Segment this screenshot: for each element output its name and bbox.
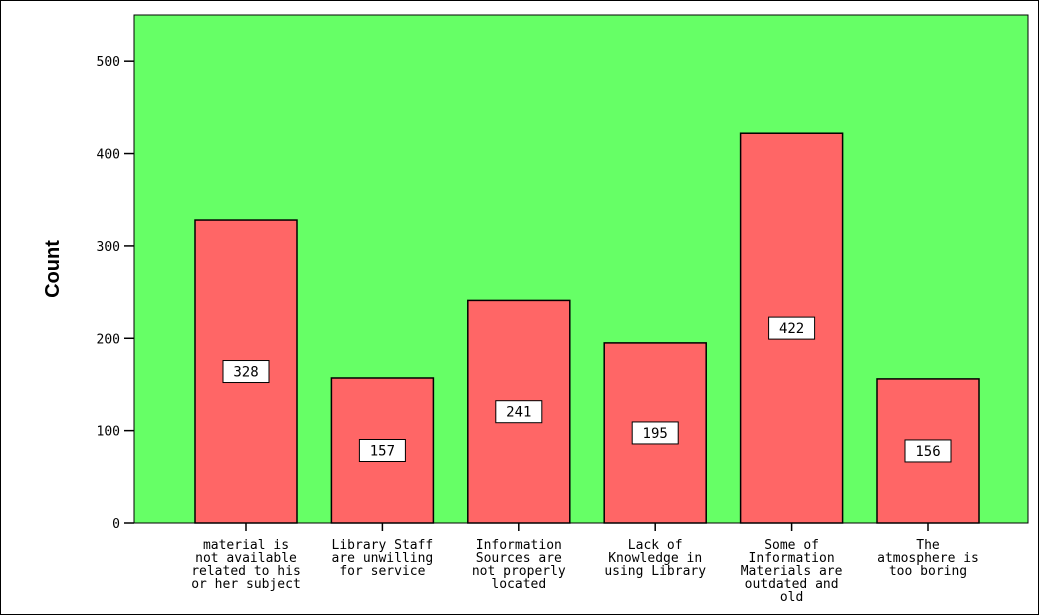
- category-label: Information: [476, 538, 562, 553]
- y-tick-label: 500: [97, 55, 120, 70]
- y-axis: 0 100 200 300 400 500: [97, 55, 134, 532]
- category-label: material is: [203, 538, 289, 553]
- data-label-box: [358, 438, 406, 462]
- category-label: related to his: [191, 564, 301, 579]
- category-label: are unwilling: [332, 551, 434, 566]
- category-label: Library Staff: [332, 538, 434, 553]
- category-label: for service: [339, 564, 425, 579]
- category-label: Materials are: [741, 564, 843, 579]
- data-label-box: [222, 360, 270, 384]
- category-label: Sources are: [476, 551, 562, 566]
- category-label: atmosphere is: [877, 551, 979, 566]
- category-label: Some of: [764, 538, 819, 553]
- data-label: 241: [506, 405, 531, 421]
- y-axis-label: Count: [42, 240, 64, 298]
- category-label: not properly: [472, 564, 566, 579]
- y-tick-label: 100: [97, 425, 120, 440]
- category-label: old: [780, 590, 803, 605]
- data-label: 422: [779, 321, 804, 337]
- data-label-box: [768, 316, 816, 340]
- data-label-box: [631, 421, 679, 445]
- data-label: 157: [370, 443, 395, 459]
- y-tick-label: 200: [97, 332, 120, 347]
- category-label: located: [491, 577, 546, 592]
- category-label: outdated and: [745, 577, 839, 592]
- data-label: 328: [233, 365, 258, 381]
- category-label: Information: [749, 551, 835, 566]
- data-label: 195: [643, 426, 668, 442]
- category-label: The: [916, 538, 940, 553]
- y-tick-label: 400: [97, 148, 120, 163]
- category-label: using Library: [604, 564, 706, 579]
- category-label: Knowledge in: [608, 551, 702, 566]
- data-label-box: [495, 400, 543, 424]
- data-label: 156: [915, 444, 940, 460]
- category-label: or her subject: [191, 577, 301, 592]
- data-label-box: [904, 439, 952, 463]
- category-label: not available: [195, 551, 297, 566]
- category-label: too boring: [889, 564, 967, 579]
- y-tick-label: 0: [112, 517, 120, 532]
- y-tick-label: 300: [97, 240, 120, 255]
- bars: 328 157 241 195 422 156: [194, 132, 980, 524]
- category-label: Lack of: [628, 538, 683, 553]
